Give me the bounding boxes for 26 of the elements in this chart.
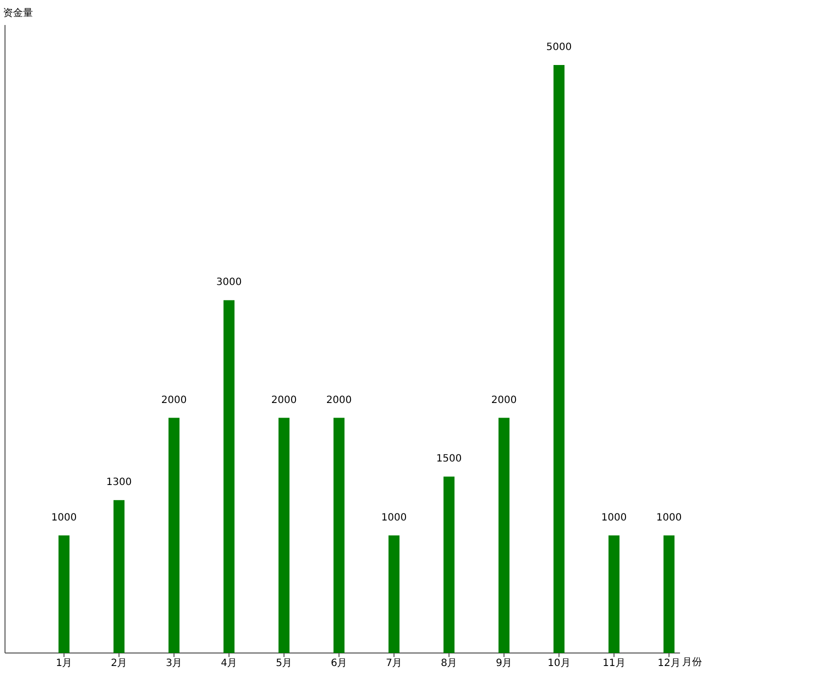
x-tick-label: 12月: [658, 658, 680, 669]
data-label: 2000: [491, 394, 517, 406]
data-label: 1000: [51, 512, 77, 524]
data-label: 2000: [271, 394, 297, 406]
data-label: 1300: [106, 477, 132, 488]
x-tick-label: 11月: [602, 658, 626, 669]
data-label: 1000: [656, 512, 682, 524]
x-tick-label: 1月: [56, 658, 72, 669]
data-label: 1000: [601, 512, 627, 524]
x-axis-title: 月份: [682, 657, 702, 668]
data-label: 1500: [436, 454, 462, 465]
data-label: 5000: [546, 42, 572, 53]
x-tick-label: 10月: [548, 658, 570, 669]
x-tick-label: 6月: [330, 658, 348, 669]
data-label: 3000: [216, 277, 242, 288]
data-label: 1000: [381, 512, 407, 524]
x-tick-label: 4月: [220, 658, 238, 669]
data-label: 2000: [326, 394, 352, 406]
x-tick-label: 2月: [110, 658, 128, 669]
x-tick-label: 7月: [386, 658, 402, 669]
x-tick-label: 3月: [166, 658, 182, 669]
x-tick-label: 5月: [276, 658, 292, 669]
x-tick-label: 9月: [496, 658, 512, 669]
data-label: 2000: [161, 394, 187, 406]
x-tick-label: 8月: [440, 658, 458, 669]
y-axis-title: 资金量: [3, 7, 33, 19]
